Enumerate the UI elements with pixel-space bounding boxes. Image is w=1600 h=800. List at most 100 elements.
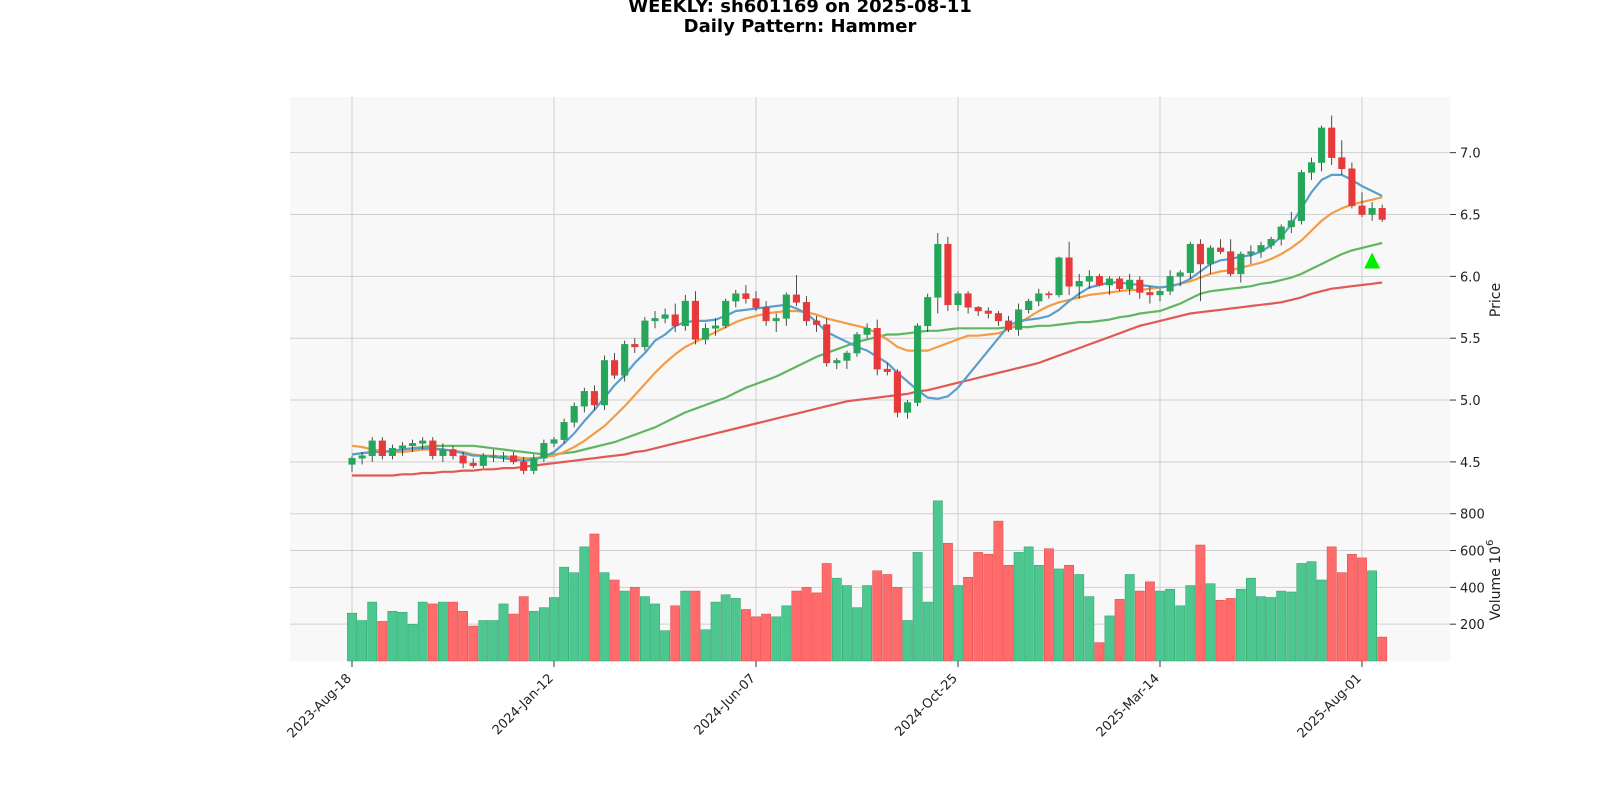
chart-subtitle: Daily Pattern: Hammer — [684, 16, 917, 37]
candle-body — [893, 371, 901, 413]
candle-body — [964, 293, 972, 308]
volume-bar — [730, 598, 741, 662]
volume-bar — [1124, 574, 1135, 662]
candle-body — [934, 243, 942, 298]
candle-body — [469, 462, 477, 466]
volume-bar — [498, 603, 509, 662]
candle-body — [1206, 247, 1215, 265]
candle-body — [1318, 127, 1326, 163]
candle-body — [1126, 279, 1134, 289]
candle-body — [924, 297, 932, 327]
volume-bar — [1104, 615, 1115, 662]
candle-body — [1085, 276, 1093, 282]
price-axis-label: Price — [1488, 283, 1504, 317]
volume-bar — [811, 592, 822, 662]
volume-bar — [1185, 585, 1196, 662]
volume-bar — [1023, 546, 1034, 662]
volume-bar — [438, 601, 448, 662]
volume-bar — [710, 601, 721, 662]
volume-bar — [1033, 565, 1044, 662]
candle-body — [1257, 245, 1265, 252]
candle-body — [1105, 278, 1114, 286]
candle-body — [974, 307, 982, 312]
candle-body — [1045, 293, 1053, 296]
candle-body — [1146, 292, 1154, 296]
price-tick-label: 6.0 — [1460, 270, 1481, 285]
candle-body — [631, 344, 639, 348]
candle-body — [550, 439, 558, 444]
volume-bar — [367, 601, 378, 662]
volume-bar — [347, 612, 357, 662]
x-tick-label: 2025-Aug-01 — [1295, 671, 1365, 741]
candle-body — [1196, 243, 1204, 265]
candle-body — [1075, 281, 1083, 287]
volume-bar — [1266, 597, 1276, 662]
markers — [1364, 252, 1381, 269]
candle-body — [1166, 276, 1174, 292]
volume-bar — [761, 613, 771, 662]
volume-bar — [427, 603, 438, 662]
candle-body — [1136, 279, 1144, 293]
volume-bar — [932, 500, 943, 662]
volume-bar — [882, 574, 893, 662]
volume-bar — [1377, 636, 1388, 662]
candle-body — [1095, 276, 1103, 286]
volume-bar — [1347, 553, 1357, 662]
candle-body — [742, 293, 750, 299]
volume-bar — [791, 590, 802, 662]
x-tick-label: 2024-Oct-25 — [892, 671, 960, 739]
candle-body — [429, 440, 437, 456]
candle-body — [1217, 247, 1225, 252]
volume-unit-exponent: 6 — [1485, 540, 1496, 546]
volume-bar — [407, 623, 418, 662]
candle-body — [691, 300, 699, 340]
volume-bar — [720, 594, 731, 662]
candle-body — [944, 243, 952, 306]
volume-bar — [387, 611, 398, 662]
candle-body — [621, 344, 629, 376]
volume-bar — [741, 609, 751, 662]
volume-bar — [377, 621, 388, 662]
volume-bar — [599, 572, 610, 662]
candle-body — [459, 455, 467, 464]
candle-body — [1186, 243, 1194, 273]
candle-body — [701, 328, 710, 340]
volume-bar — [609, 579, 620, 662]
candle-body — [1227, 251, 1235, 275]
candle-body — [782, 294, 790, 319]
volume-bar — [518, 596, 529, 662]
volume-bar — [357, 620, 367, 662]
volume-bar — [458, 611, 468, 662]
volume-tick-label: 200 — [1460, 618, 1485, 633]
candle-body — [863, 328, 871, 335]
candle-body — [1176, 272, 1184, 277]
volume-bar — [660, 630, 670, 662]
candle-body — [419, 440, 427, 444]
price-axis: 4.5 5.0 5.5 6.0 6.5 7.0 — [1450, 147, 1481, 471]
volume-bar — [559, 566, 569, 662]
candle-body — [1247, 251, 1255, 255]
candle-body — [903, 402, 912, 413]
candle-body — [1287, 220, 1295, 228]
volume-axis-label: Volume 106 — [1485, 540, 1504, 621]
volume-bar — [508, 613, 519, 662]
volume-bar — [1175, 605, 1186, 662]
volume-bar — [993, 520, 1004, 662]
candle-body — [994, 313, 1002, 322]
candle-body — [358, 455, 366, 459]
volume-bar — [1094, 642, 1105, 662]
candle-body — [520, 461, 528, 471]
candle-body — [1237, 253, 1245, 275]
volume-bar — [589, 533, 600, 662]
volume-bar — [700, 629, 711, 662]
volume-bar — [1013, 552, 1024, 662]
candle-body — [1015, 309, 1023, 330]
candle-body — [752, 298, 760, 308]
volume-bars — [347, 500, 1388, 662]
volume-bar — [1367, 570, 1377, 662]
candle-body — [843, 352, 851, 361]
volume-bar — [1326, 546, 1337, 662]
candle-body — [1035, 293, 1043, 302]
volume-bar — [1316, 579, 1327, 662]
